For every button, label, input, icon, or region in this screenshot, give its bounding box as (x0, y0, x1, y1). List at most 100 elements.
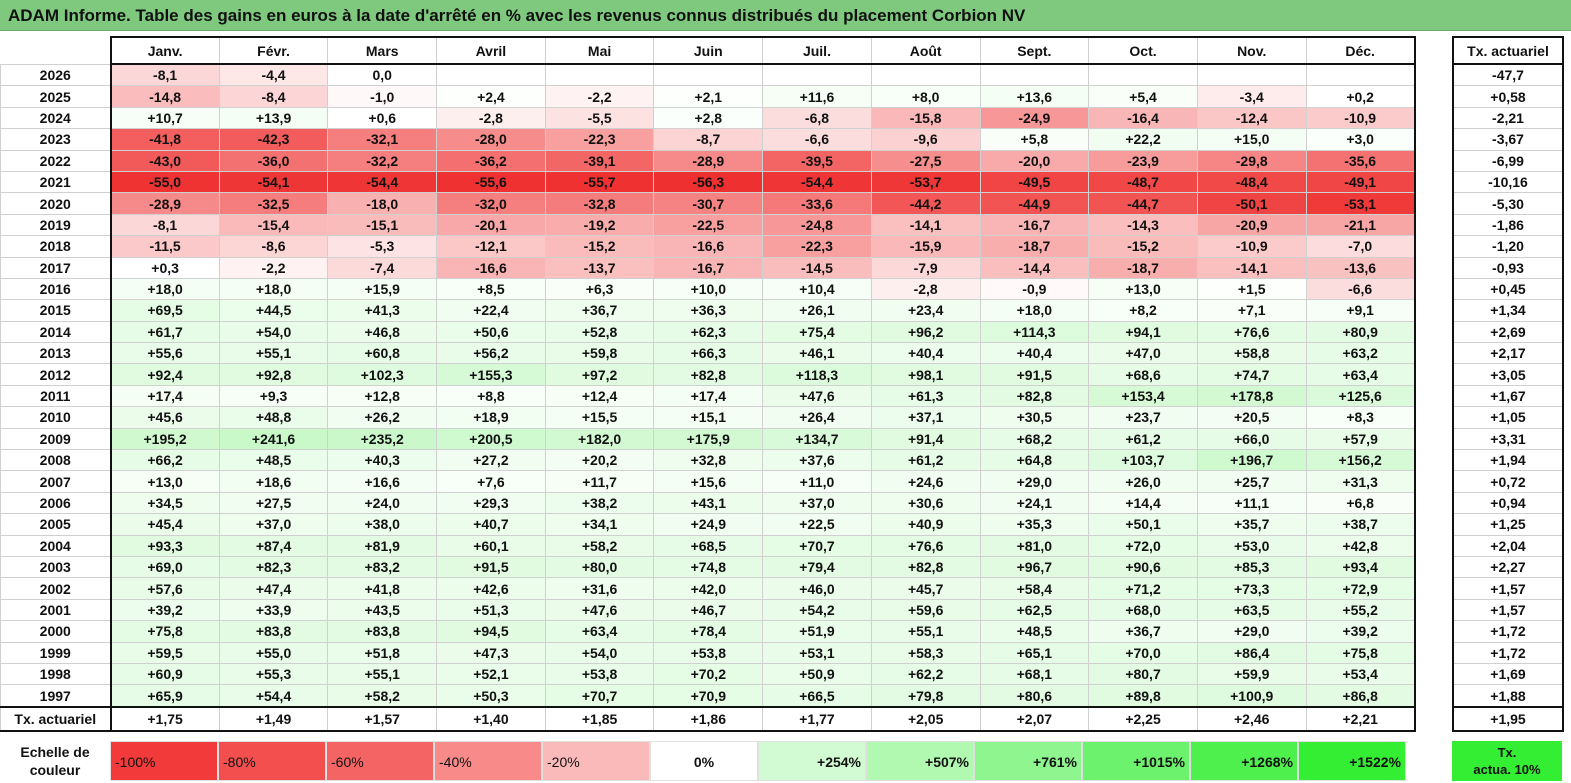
gain-cell: +83,8 (327, 620, 438, 643)
table-row: 2008 +66,2 +48,5 +40,3 +27,2 +20,2 +32,8 +37,6 +… (0, 449, 1416, 472)
gain-cell (436, 63, 546, 87)
month-header: Mai (544, 36, 655, 65)
gain-cell: -6,6 (1305, 277, 1416, 301)
gain-cell: +29,0 (979, 470, 1090, 493)
gain-cell: +37,0 (762, 491, 872, 515)
gain-cell: -22,3 (544, 128, 655, 151)
gain-cell: +48,5 (218, 449, 329, 472)
gain-cell: +42,6 (436, 577, 546, 600)
gain-cell: +9,1 (1305, 299, 1416, 322)
gain-cell: +40,7 (436, 513, 546, 536)
table-row: 2019 -8,1 -15,4 -15,1 -20,1 -19,2 -22,5 -24,8 -1… (0, 213, 1416, 237)
gain-cell: -27,5 (870, 149, 981, 172)
month-header: Oct. (1088, 36, 1198, 65)
gain-cell: -32,2 (327, 149, 438, 172)
gain-cell: +55,1 (218, 342, 329, 365)
gain-cell: -12,1 (436, 235, 546, 258)
total-row: Tx. actuariel +1,75 +1,49 +1,57 +1,40 +1,85 +1… (0, 705, 1416, 732)
table-row: 2000 +75,8 +83,8 +83,8 +94,5 +63,4 +78,4 +51,9 +… (0, 620, 1416, 643)
gain-cell: +7,1 (1196, 299, 1307, 322)
gain-cell: +18,9 (436, 406, 546, 429)
gain-cell: +61,3 (870, 384, 981, 408)
gain-cell: +5,8 (979, 128, 1090, 151)
gain-cell: +34,5 (109, 491, 220, 515)
gain-cell: +50,3 (436, 684, 546, 708)
legend-swatch: -80% (218, 741, 326, 781)
gain-cell: -15,2 (1088, 235, 1198, 258)
gain-cell: -20,0 (979, 149, 1090, 172)
gain-cell: +59,6 (870, 598, 981, 622)
gain-cell: -8,1 (109, 63, 220, 87)
gain-cell: -24,9 (979, 106, 1090, 130)
report-title: ADAM Informe. Table des gains en euros à… (0, 0, 1571, 31)
gain-cell: +58,2 (327, 684, 438, 708)
row-rate: +1,34 (1452, 299, 1564, 322)
gain-cell: +26,1 (762, 299, 872, 322)
row-year: 2003 (0, 555, 111, 579)
row-rate: +0,45 (1452, 277, 1564, 301)
table-row: 2004 +93,3 +87,4 +81,9 +60,1 +58,2 +68,5 +70,7 +… (0, 534, 1416, 557)
gain-cell: +175,9 (653, 427, 764, 451)
row-rate: +2,69 (1452, 320, 1564, 344)
gain-cell: -32,1 (327, 128, 438, 151)
gain-cell: +93,4 (1305, 555, 1416, 579)
month-header: Août (870, 36, 981, 65)
gain-cell: +11,1 (1196, 491, 1307, 515)
gain-cell: -16,6 (436, 256, 546, 279)
row-year: 2004 (0, 534, 111, 557)
gain-cell: -16,4 (1088, 106, 1198, 130)
legend-swatch: -20% (542, 741, 650, 781)
gain-cell: +8,8 (436, 384, 546, 408)
gain-cell: +87,4 (218, 534, 329, 557)
gain-cell: +45,4 (109, 513, 220, 536)
corner-cell (0, 37, 111, 64)
gain-cell: +70,0 (1088, 641, 1198, 664)
row-rate: +2,17 (1452, 342, 1564, 365)
gain-cell: +69,0 (109, 555, 220, 579)
gain-cell: +41,3 (327, 299, 438, 322)
gain-cell: +36,7 (1088, 620, 1198, 643)
table-row: 2005 +45,4 +37,0 +38,0 +40,7 +34,1 +24,9 +22,5 +… (0, 513, 1416, 536)
total-cell: +2,21 (1305, 705, 1416, 732)
gain-cell: +70,9 (653, 684, 764, 708)
gain-cell: +51,8 (327, 641, 438, 664)
gain-cell: +58,3 (870, 641, 981, 664)
gain-cell: +75,4 (762, 320, 872, 344)
gain-cell: -12,4 (1196, 106, 1307, 130)
row-year: 2018 (0, 235, 111, 258)
gain-cell: +5,4 (1088, 85, 1198, 108)
gains-table: Janv. Févr. Mars Avril Mai Juin Juil. Août Sept.… (0, 36, 1416, 732)
gain-cell: +40,4 (979, 342, 1090, 365)
gain-cell: +66,2 (109, 449, 220, 472)
table-row: 2009 +195,2 +241,6 +235,2 +200,5 +182,0 +175,9… (0, 427, 1416, 451)
gain-cell: -41,8 (109, 128, 220, 151)
row-year: 2000 (0, 620, 111, 643)
gain-cell: +46,1 (762, 342, 872, 365)
gain-cell: +53,4 (1305, 662, 1416, 686)
gain-cell: +15,0 (1196, 128, 1307, 151)
gain-cell: +94,1 (1088, 320, 1198, 344)
gain-cell (1305, 63, 1416, 87)
gain-cell: -53,1 (1305, 192, 1416, 215)
gain-cell: +235,2 (327, 427, 438, 451)
gain-cell: +34,1 (544, 513, 655, 536)
gain-cell: +40,4 (870, 342, 981, 365)
gain-cell: -32,0 (436, 192, 546, 215)
gain-cell: -54,4 (327, 170, 438, 194)
row-rate: +1,72 (1452, 641, 1564, 664)
gain-cell: +18,0 (979, 299, 1090, 322)
gain-cell: +63,5 (1196, 598, 1307, 622)
gain-cell: +68,6 (1088, 363, 1198, 386)
gain-cell: +22,4 (436, 299, 546, 322)
gain-cell: -9,6 (870, 128, 981, 151)
table-row: 2015 +69,5 +44,5 +41,3 +22,4 +36,7 +36,3 +26,1 +… (0, 299, 1416, 322)
legend-swatch: +761% (974, 741, 1082, 781)
gain-cell: +134,7 (762, 427, 872, 451)
gain-cell: +10,4 (762, 277, 872, 301)
table-row: 2024 +10,7 +13,9 +0,6 -2,8 -5,5 +2,8 -6,8 -15,8-… (0, 106, 1416, 130)
gain-cell: +62,2 (870, 662, 981, 686)
gain-cell: +15,5 (544, 406, 655, 429)
gain-cell: +32,8 (653, 449, 764, 472)
total-cell: +1,49 (218, 705, 329, 732)
gain-cell: +47,6 (762, 384, 872, 408)
